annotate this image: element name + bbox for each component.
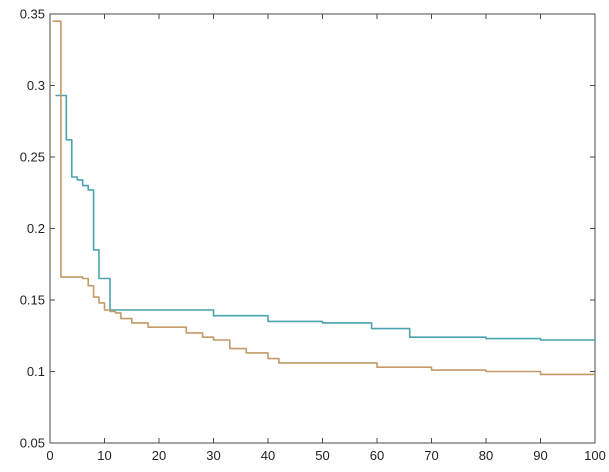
y-tick-label: 0.2 [27, 221, 45, 236]
x-tick-label: 100 [584, 448, 606, 463]
x-tick-label: 60 [370, 448, 384, 463]
y-tick-label: 0.25 [20, 150, 45, 165]
x-axis-tick-labels: 0 10 20 30 40 50 60 70 80 90 100 [46, 448, 605, 463]
series-layer [52, 20, 596, 376]
y-tick-label: 0.1 [27, 364, 45, 379]
x-tick-label: 70 [424, 448, 438, 463]
series-line-2 [52, 20, 595, 376]
y-tick-label: 0.3 [27, 78, 45, 93]
x-tick-label: 30 [206, 448, 220, 463]
axis-ticks [49, 13, 596, 444]
y-axis-tick-labels: 0.05 0.1 0.15 0.2 0.25 0.3 0.35 [20, 7, 45, 451]
y-tick-label: 0.15 [20, 293, 45, 308]
x-tick-label: 20 [152, 448, 166, 463]
plot-area [49, 13, 596, 444]
x-tick-label: 10 [97, 448, 111, 463]
x-tick-label: 80 [479, 448, 493, 463]
x-tick-label: 50 [315, 448, 329, 463]
x-tick-label: 40 [261, 448, 275, 463]
y-tick-label: 0.35 [20, 7, 45, 22]
x-tick-label: 90 [533, 448, 547, 463]
y-tick-label: 0.05 [20, 436, 45, 451]
x-tick-label: 0 [46, 448, 53, 463]
